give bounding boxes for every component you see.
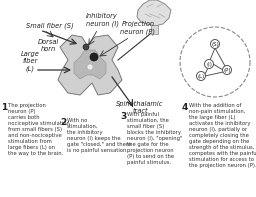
Text: Projection
neuron (P): Projection neuron (P): [121, 21, 155, 34]
Text: Small fiber (S): Small fiber (S): [26, 22, 74, 29]
Text: (L): (L): [197, 73, 205, 78]
Text: 2: 2: [60, 118, 66, 127]
Text: (I): (I): [206, 61, 212, 67]
Text: Spinothalamic
tract: Spinothalamic tract: [116, 101, 164, 114]
Text: (P): (P): [223, 68, 231, 72]
FancyBboxPatch shape: [152, 25, 158, 34]
Polygon shape: [74, 50, 106, 79]
Text: With the addition of
non-pain stimulation,
the large fiber (L)
activates the inh: With the addition of non-pain stimulatio…: [189, 103, 256, 168]
Circle shape: [90, 53, 98, 61]
Text: Large
fiber
(L): Large fiber (L): [20, 51, 39, 72]
Text: With painful
stimulation, the
small fiber (S)
blocks the inhibitory
neuron (I), : With painful stimulation, the small fibe…: [127, 112, 182, 165]
Circle shape: [222, 65, 231, 74]
Text: (S): (S): [211, 42, 219, 46]
Circle shape: [210, 40, 219, 48]
Polygon shape: [137, 0, 171, 26]
Circle shape: [197, 72, 206, 81]
Text: With no
stimulation,
the inhibitory
neuron (I) keeps the
gate "closed," and ther: With no stimulation, the inhibitory neur…: [67, 118, 131, 153]
Circle shape: [83, 44, 89, 50]
Polygon shape: [58, 35, 122, 95]
Text: 1: 1: [1, 103, 7, 112]
Circle shape: [87, 64, 93, 70]
Text: Dorsal
horn: Dorsal horn: [37, 39, 59, 52]
Text: 4: 4: [182, 103, 188, 112]
Circle shape: [205, 59, 214, 69]
Text: 3: 3: [120, 112, 126, 121]
Text: Inhibitory
neuron (I): Inhibitory neuron (I): [86, 13, 119, 27]
Text: The projection
neuron (P)
carries both
nociceptive stimulation
from small fibers: The projection neuron (P) carries both n…: [8, 103, 70, 156]
